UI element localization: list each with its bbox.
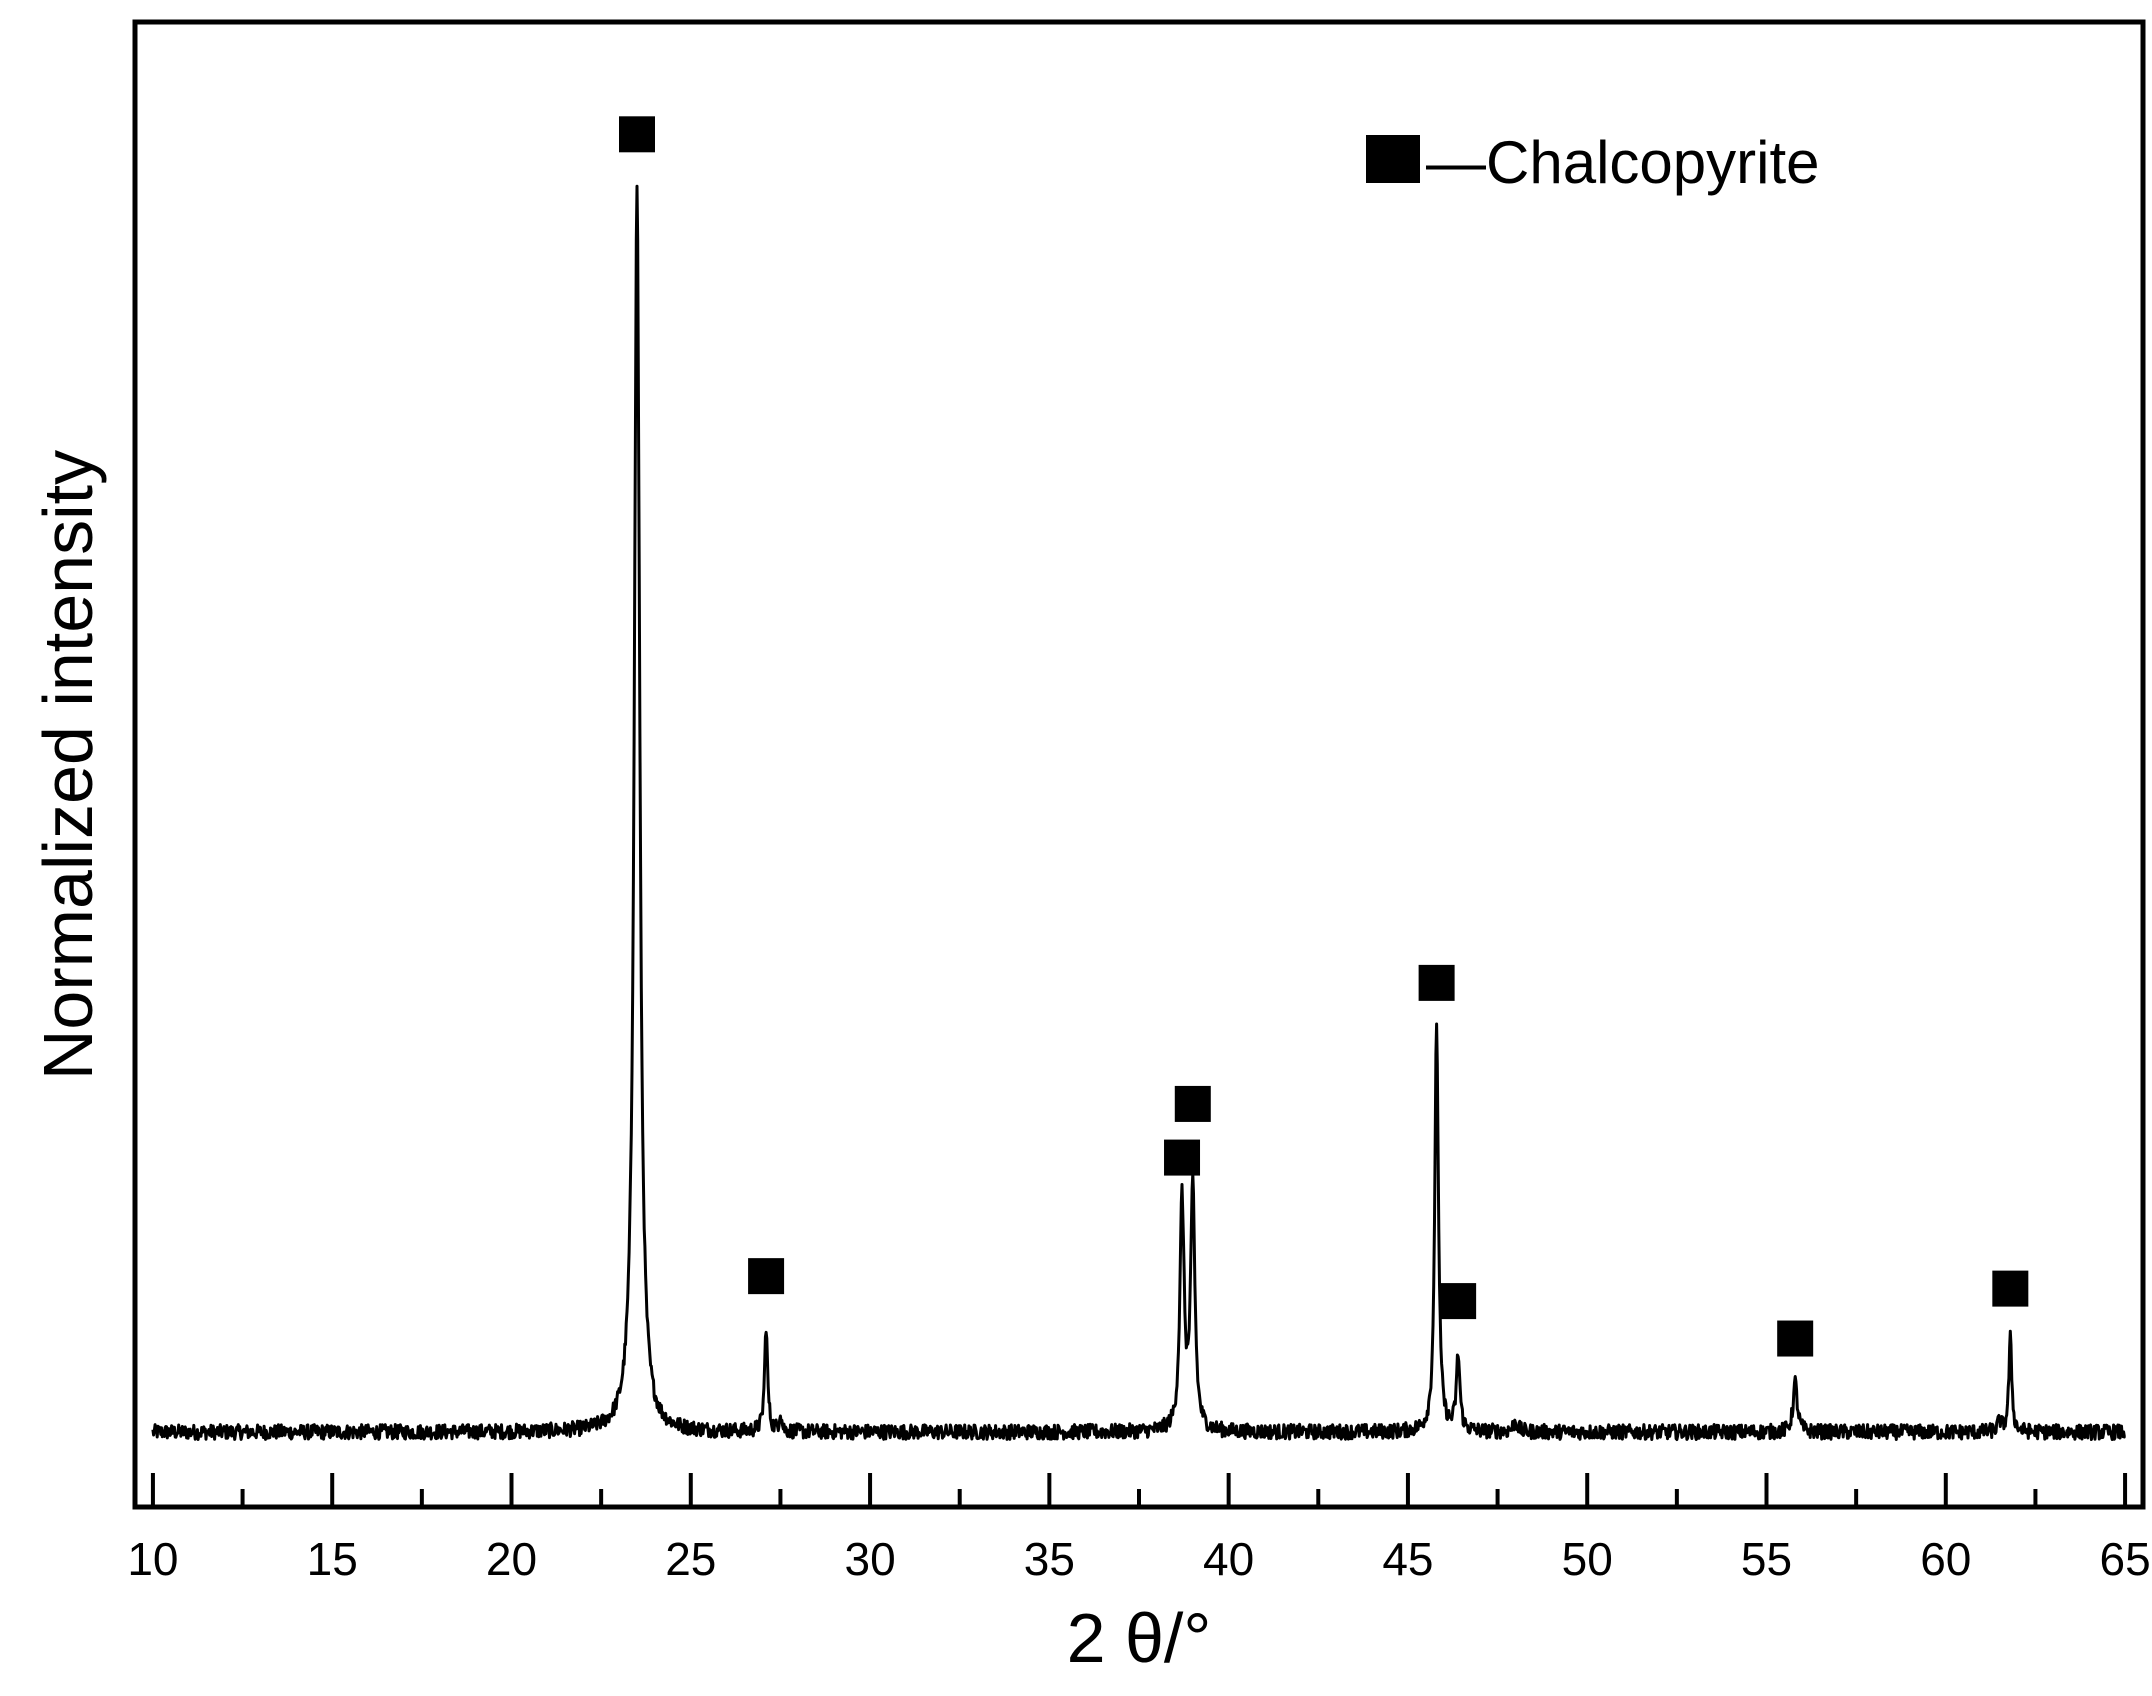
x-tick-label: 30 xyxy=(844,1533,895,1585)
chalcopyrite-marker xyxy=(1440,1283,1477,1320)
phase-markers xyxy=(619,116,2029,1357)
legend-label: —Chalcopyrite xyxy=(1426,129,1820,196)
x-tick-label: 45 xyxy=(1382,1533,1433,1585)
x-tick-label: 15 xyxy=(307,1533,358,1585)
chalcopyrite-marker xyxy=(1164,1139,1201,1176)
chalcopyrite-marker xyxy=(1174,1085,1211,1122)
chalcopyrite-marker xyxy=(619,116,655,153)
x-tick-label: 55 xyxy=(1741,1533,1792,1585)
chalcopyrite-marker xyxy=(1418,964,1455,1001)
legend: —Chalcopyrite xyxy=(1366,129,1820,196)
chalcopyrite-marker xyxy=(748,1258,785,1295)
x-axis-ticks xyxy=(150,1473,2128,1507)
x-axis-title: 2 θ/° xyxy=(1067,1599,1212,1677)
plot-frame xyxy=(132,19,2146,1510)
x-tick-label: 35 xyxy=(1024,1533,1075,1585)
y-axis-title: Normalized intensity xyxy=(29,450,107,1080)
x-tick-label: 60 xyxy=(1920,1533,1971,1585)
x-axis-tick-labels: 10 15 20 25 30 35 40 45 50 55 60 65 xyxy=(127,1533,2150,1585)
x-tick-label: 20 xyxy=(486,1533,537,1585)
x-tick-label: 10 xyxy=(127,1533,178,1585)
xrd-pattern-line xyxy=(151,184,2126,1441)
x-tick-label: 40 xyxy=(1203,1533,1254,1585)
x-tick-label: 25 xyxy=(665,1533,716,1585)
chalcopyrite-marker xyxy=(1777,1320,1814,1357)
x-tick-label: 65 xyxy=(2099,1533,2150,1585)
legend-marker xyxy=(1366,135,1420,183)
chalcopyrite-marker xyxy=(1992,1270,2029,1307)
x-tick-label: 50 xyxy=(1562,1533,1613,1585)
